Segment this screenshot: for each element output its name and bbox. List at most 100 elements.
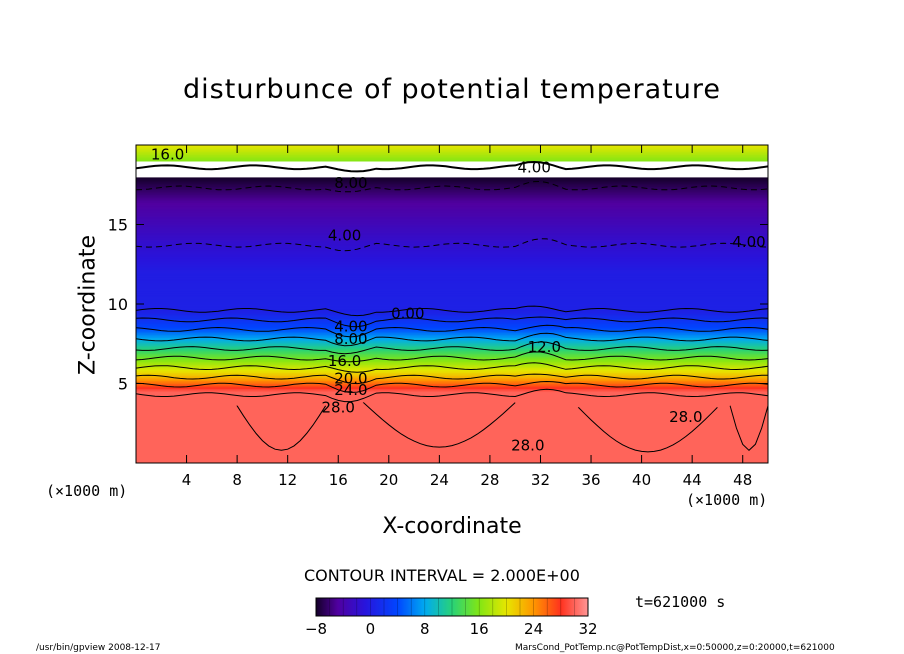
- contour-band: [136, 313, 768, 316]
- contour-band: [136, 413, 768, 416]
- contour-band: [136, 364, 768, 367]
- contour-band: [136, 286, 768, 289]
- contour-band: [136, 262, 768, 265]
- colorbar-gradient: [315, 597, 589, 617]
- contour-band: [136, 334, 768, 337]
- contour-band: [136, 338, 768, 342]
- contour-band: [136, 230, 768, 234]
- contour-band: [136, 324, 768, 327]
- colorbar-tick-label: 32: [578, 620, 597, 638]
- x-axis: 4 8 12 16 20 24 28 32 36 40 44 48: [182, 145, 752, 489]
- contour-band: [136, 386, 768, 389]
- x-tick-label: 4: [182, 471, 192, 489]
- chart-title: disturbunce of potential temperature: [183, 74, 721, 105]
- contour-band: [136, 214, 768, 218]
- contour-line: [136, 351, 768, 363]
- contour-band: [136, 391, 768, 394]
- y-axis-label: Z-coordinate: [75, 235, 101, 375]
- contour-band: [136, 284, 768, 288]
- contour-band: [136, 162, 768, 165]
- contour-labels: 16.08.004.004.00 4.000.004.008.00 12.016.0…: [151, 146, 766, 455]
- contour-band: [136, 362, 768, 366]
- contour-line: [136, 316, 768, 328]
- contour-band: [136, 431, 768, 434]
- contour-band: [136, 459, 768, 463]
- contour-label: 8.00: [334, 174, 367, 192]
- contour-band: [136, 304, 768, 307]
- contour-line: [136, 305, 768, 317]
- contour-band: [136, 289, 768, 292]
- x-tick-label: 44: [683, 471, 702, 489]
- colorbar-tick-label: 8: [420, 620, 430, 638]
- contour-band: [136, 300, 768, 304]
- contour-band: [136, 319, 768, 323]
- contour-band: [136, 203, 768, 207]
- contour-band: [136, 265, 768, 269]
- contour-band: [136, 396, 768, 399]
- contour-band: [136, 297, 768, 300]
- contour-band: [136, 369, 768, 372]
- contour-band: [136, 389, 768, 393]
- contour-band: [136, 221, 768, 224]
- contour-band: [136, 234, 768, 237]
- contour-interval-label: CONTOUR INTERVAL = 2.000E+00: [304, 566, 580, 585]
- contour-line: [362, 402, 516, 448]
- contour-band: [136, 176, 768, 179]
- contour-band: [136, 399, 768, 402]
- x-tick-label: 36: [581, 471, 600, 489]
- contour-band: [136, 383, 768, 386]
- contour-band: [136, 456, 768, 459]
- contour-band: [136, 448, 768, 451]
- x-tick-label: 24: [430, 471, 449, 489]
- contour-band: [136, 299, 768, 302]
- contour-band: [136, 219, 768, 222]
- contour-band: [136, 186, 768, 189]
- contour-band: [136, 445, 768, 448]
- contour-band: [136, 145, 768, 148]
- contour-band: [136, 187, 768, 191]
- contour-band: [136, 377, 768, 380]
- contour-label: 16.0: [328, 352, 361, 370]
- contour-label: 0.00: [391, 305, 424, 323]
- contour-band: [136, 152, 768, 156]
- contour-band: [136, 426, 768, 429]
- contour-line: [136, 388, 768, 403]
- contour-band: [136, 408, 768, 412]
- contour-band: [136, 415, 768, 418]
- contour-band: [136, 157, 768, 160]
- contour-band: [136, 428, 768, 431]
- contour-band: [136, 343, 768, 346]
- contour-band: [136, 261, 768, 264]
- contour-band: [136, 418, 768, 421]
- contour-band: [136, 302, 768, 305]
- contour-band: [136, 191, 768, 194]
- contour-band: [136, 273, 768, 276]
- contour-band: [136, 380, 768, 383]
- contour-band: [136, 256, 768, 259]
- contour-label: 20.0: [334, 370, 367, 388]
- y-tick-label: 10: [108, 295, 128, 314]
- contour-band: [136, 356, 768, 359]
- contour-line: [577, 407, 718, 453]
- contour-band: [136, 245, 768, 248]
- contour-band: [136, 173, 768, 176]
- contour-line: [136, 160, 768, 173]
- contour-band: [136, 238, 768, 241]
- contour-band: [136, 397, 768, 400]
- contour-band: [136, 378, 768, 381]
- colorbar-tick-label: 0: [366, 620, 376, 638]
- x-tick-label: 8: [232, 471, 242, 489]
- contour-band: [136, 280, 768, 283]
- contour-band: [136, 151, 768, 154]
- contour-band: [136, 237, 768, 240]
- contour-band: [136, 160, 768, 164]
- contour-band: [136, 229, 768, 232]
- contour-band: [136, 210, 768, 213]
- contour-band: [136, 276, 768, 280]
- contour-band: [136, 246, 768, 249]
- contour-band: [136, 311, 768, 315]
- contour-band: [136, 439, 768, 442]
- contour-band: [136, 423, 768, 426]
- contour-band: [136, 416, 768, 420]
- contour-line: [136, 332, 768, 347]
